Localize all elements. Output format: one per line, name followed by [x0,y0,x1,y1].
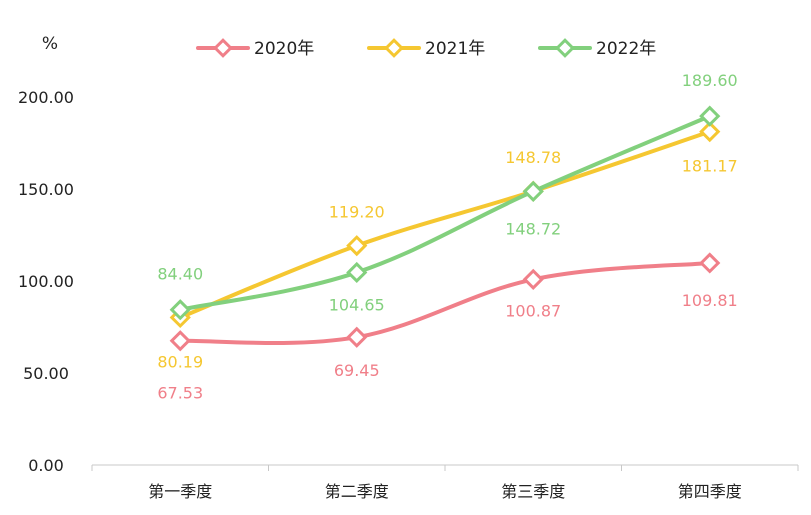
y-unit-label: % [42,34,58,54]
series-line [178,260,712,346]
data-label: 119.20 [329,203,385,222]
data-point-marker [346,326,368,348]
data-label: 67.53 [157,384,203,403]
legend-diamond-marker [384,38,404,58]
data-point-marker [699,105,721,127]
y-tick-label: 100.00 [18,272,74,291]
legend-label: 2022年 [596,39,656,59]
data-label: 109.81 [682,291,738,310]
data-point-marker [522,268,544,291]
data-point-marker [522,180,544,202]
series-2 [169,105,721,321]
legend-item: 2021年 [367,38,485,59]
data-label: 181.17 [682,157,738,176]
data-label: 104.65 [329,295,385,314]
legend: 2020年 2021年 2022年 [196,38,656,59]
series-line [178,129,712,320]
y-tick-label: 0.00 [28,456,64,475]
x-category-label: 第四季度 [678,482,742,501]
data-point-marker [346,261,368,284]
data-point-marker [169,330,191,352]
legend-label: 2021年 [425,39,485,59]
x-category-label: 第三季度 [501,482,565,501]
data-point-marker [699,121,721,143]
data-label: 189.60 [682,71,738,90]
y-tick-label: 200.00 [18,88,74,107]
x-category-label: 第一季度 [148,482,212,501]
data-point-marker [346,235,368,257]
data-label-layer: 67.53 69.45 100.87 109.81 80.19 119.20 148.78 1… [157,71,737,403]
data-point-marker [699,252,721,274]
legend-diamond-marker [213,38,233,58]
legend-label: 2020年 [254,39,314,59]
series-line [178,114,712,312]
data-label: 84.40 [157,265,203,284]
data-label: 148.78 [505,148,561,167]
y-tick-label: 50.00 [23,364,69,383]
legend-diamond-marker [555,38,575,58]
data-label: 148.72 [505,219,561,238]
y-tick-label: 150.00 [18,180,74,199]
x-axis: 第一季度 第二季度 第三季度 第四季度 [91,464,799,501]
data-label: 80.19 [157,352,203,371]
y-axis: % 0.00 50.00 100.00 150.00 200.00 [18,34,74,475]
x-category-label: 第二季度 [325,482,389,501]
legend-item: 2022年 [538,38,656,59]
data-label: 100.87 [505,301,561,320]
legend-item: 2020年 [196,38,314,59]
series-0 [169,252,721,352]
data-label: 69.45 [334,361,380,380]
data-point-marker [169,299,191,321]
series-layer [169,105,721,352]
